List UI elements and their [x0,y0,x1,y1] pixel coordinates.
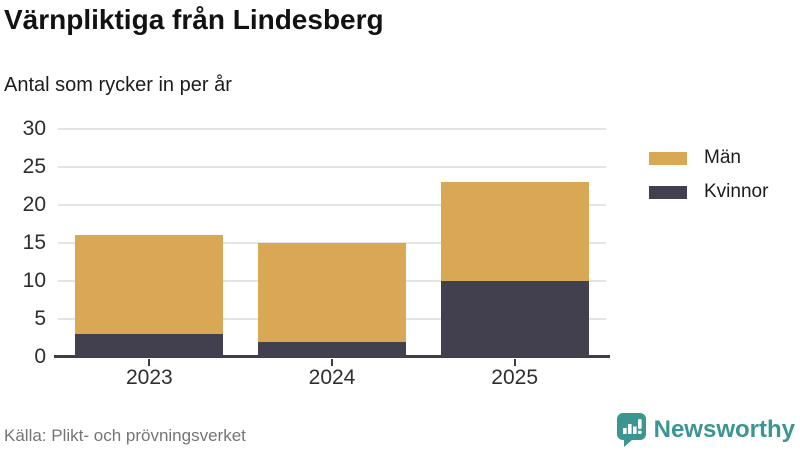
y-tick-label: 30 [22,117,46,140]
bar-segment-kvinnor-2025 [440,281,589,357]
y-tick-label: 20 [22,193,46,216]
legend-item-men: Män [649,147,768,169]
chart-title: Värnpliktiga från Lindesberg [4,4,384,35]
bar-segment-kvinnor-2024 [258,341,406,357]
legend-label-men: Män [704,147,741,168]
brand-name: Newsworthy [653,416,795,443]
x-tick-label: 2024 [308,366,356,389]
x-axis-tick [331,359,333,366]
source-text: Källa: Plikt- och prövningsverket [4,426,246,445]
gridline [58,166,606,168]
bar-2023 [75,129,224,357]
legend-swatch-women [649,185,687,199]
gridline [58,128,606,130]
y-tick-label: 25 [22,155,46,178]
y-axis-labels: 0 5 10 15 20 25 30 [0,117,46,368]
x-axis-labels: 2023 2024 2025 [58,366,606,392]
x-axis-tick [513,359,516,366]
bar-2024 [258,129,406,357]
bar-segment-kvinnor-2023 [75,334,224,357]
newsworthy-logo-icon [616,413,646,447]
chart-subtitle: Antal som rycker in per år [4,74,232,96]
y-tick-label: 15 [22,231,46,254]
y-tick-label: 10 [22,269,46,292]
x-tick-label: 2025 [491,366,539,389]
plot-area [54,128,610,366]
y-tick-label: 0 [34,345,46,368]
gridline [58,204,606,206]
legend-item-women: Kvinnor [649,181,768,203]
legend-swatch-men [649,151,687,165]
bar-segment-män-2025 [440,182,589,281]
bar-segment-män-2023 [75,235,224,335]
y-tick-label: 5 [34,307,46,330]
x-tick-label: 2023 [125,366,173,389]
legend: Män Kvinnor [649,147,768,215]
gridline [58,242,606,244]
bar-segment-män-2024 [258,243,406,342]
bar-2025 [440,129,589,357]
x-axis-tick [148,359,151,366]
legend-label-women: Kvinnor [704,181,769,202]
brand-logo: Newsworthy [616,412,795,448]
